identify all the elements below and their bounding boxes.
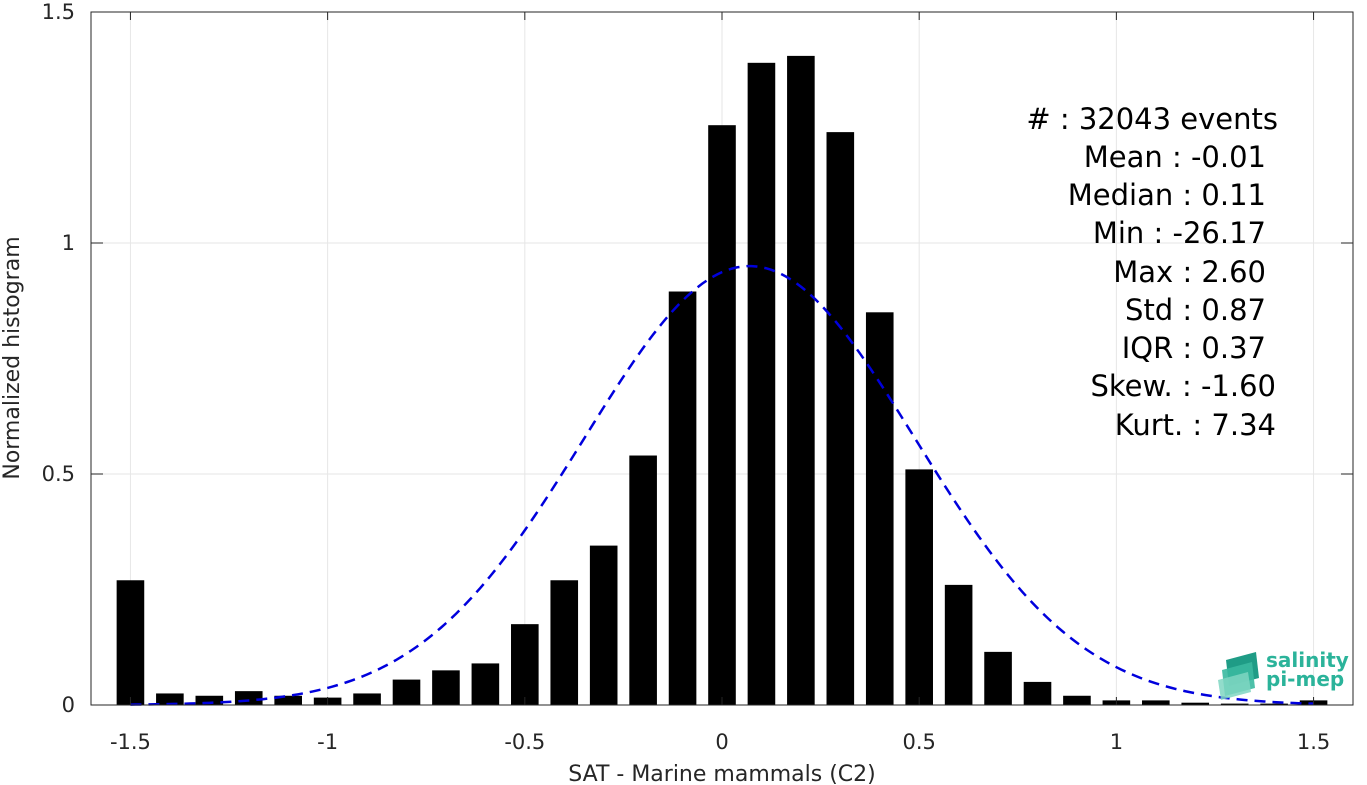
x-tick-label: 0 — [715, 730, 728, 754]
stats-median: Median : 0.11 — [1068, 178, 1266, 212]
stats-min: Min : -26.17 — [1093, 216, 1266, 250]
histogram-bar — [1023, 681, 1052, 705]
statistics-annotation: # : 32043 events Mean : -0.01 Median : 0… — [1026, 102, 1278, 442]
histogram-bar — [1142, 700, 1170, 705]
histogram-bar — [116, 580, 145, 705]
histogram-bar — [944, 584, 973, 705]
x-tick-label: -1.5 — [110, 730, 151, 754]
histogram-bar — [156, 693, 184, 705]
x-tick-label: -0.5 — [504, 730, 545, 754]
stats-skew: Skew. : -1.60 — [1090, 369, 1276, 403]
histogram-bar — [589, 545, 618, 705]
histogram-bar — [865, 312, 894, 705]
histogram-bar — [392, 679, 421, 705]
x-axis-label: SAT - Marine mammals (C2) — [568, 762, 876, 785]
histogram-bar — [471, 663, 500, 705]
stats-std: Std : 0.87 — [1125, 293, 1266, 327]
histogram-bar — [550, 580, 579, 705]
histogram-bars — [116, 55, 1328, 705]
stats-kurt: Kurt. : 7.34 — [1115, 408, 1276, 442]
histogram-bar — [1063, 695, 1091, 705]
salinity-pi-mep-logo: salinity pi-mep — [1218, 648, 1349, 700]
histogram-bar — [195, 695, 224, 705]
histogram-bar — [353, 693, 381, 705]
histogram-bar — [905, 469, 933, 705]
y-tick-label: 0 — [62, 693, 75, 717]
histogram-bar — [432, 670, 460, 705]
y-axis-label: Normalized histogram — [0, 236, 25, 479]
histogram-bar — [984, 651, 1012, 705]
histogram-bar — [668, 291, 697, 705]
axis-ticks — [91, 11, 1353, 706]
y-tick-label: 0.5 — [42, 462, 75, 486]
histogram-bar — [1181, 702, 1210, 705]
tick-labels: -1.5 -1 -0.5 0 0.5 1 1.5 0 0.5 1 1.5 — [42, 0, 1331, 754]
x-tick-label: 1.5 — [1297, 730, 1330, 754]
stats-max: Max : 2.60 — [1113, 255, 1266, 289]
histogram-bar — [708, 125, 736, 705]
logo-line-1: salinity — [1266, 648, 1349, 672]
histogram-bar — [274, 695, 302, 705]
stats-mean: Mean : -0.01 — [1084, 140, 1266, 174]
histogram-bar — [1220, 703, 1249, 705]
histogram-bar — [787, 55, 815, 705]
x-tick-label: -1 — [317, 730, 338, 754]
y-tick-label: 1 — [62, 231, 75, 255]
histogram-bar — [234, 691, 263, 705]
stats-iqr: IQR : 0.37 — [1122, 331, 1266, 365]
normal-fit-curve — [130, 264, 1314, 706]
x-tick-label: 0.5 — [902, 730, 935, 754]
histogram-bar — [629, 455, 657, 705]
histogram-bar — [747, 62, 776, 705]
histogram-bar — [826, 132, 855, 705]
histogram-bar — [1260, 703, 1288, 705]
stats-events: # : 32043 events — [1026, 102, 1278, 136]
y-tick-label: 1.5 — [42, 0, 75, 24]
logo-wave-icon — [1218, 652, 1259, 700]
histogram-bar — [511, 624, 539, 705]
x-tick-label: 1 — [1110, 730, 1123, 754]
logo-line-2: pi-mep — [1266, 667, 1344, 691]
